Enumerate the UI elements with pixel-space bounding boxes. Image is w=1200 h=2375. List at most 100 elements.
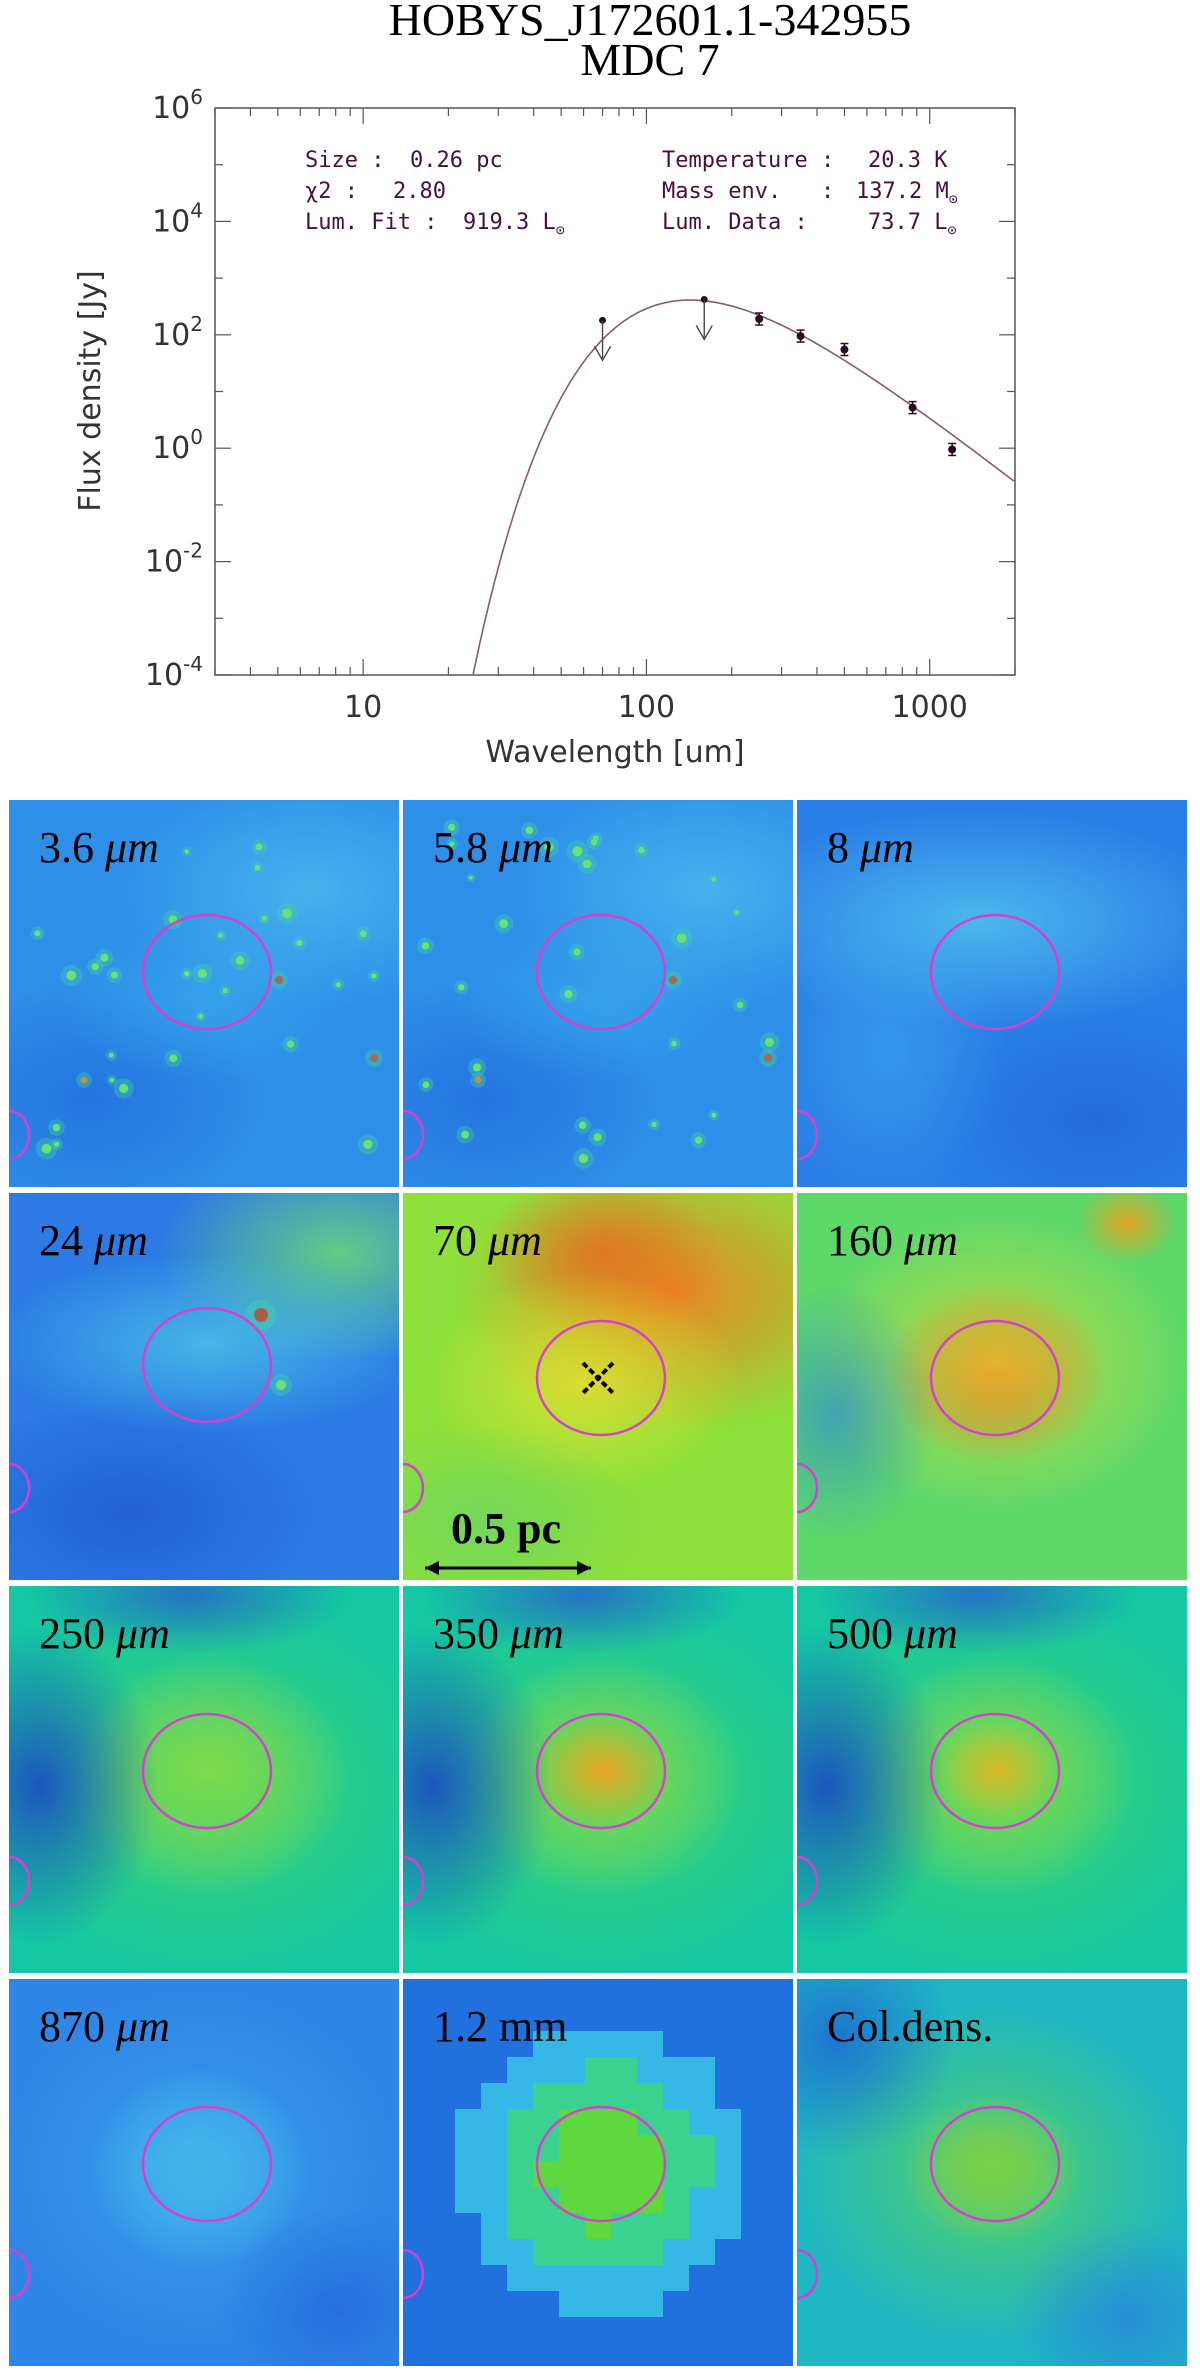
pixel-block — [481, 1979, 507, 2005]
point-source — [593, 1133, 602, 1142]
pixel-block — [559, 2213, 585, 2239]
point-source — [448, 823, 456, 831]
point-source-halo — [270, 971, 288, 989]
image-panel: 250 μm — [9, 1586, 399, 1973]
emission-region — [9, 1253, 399, 1433]
panel-image — [9, 800, 399, 1187]
point-source-halo — [356, 926, 371, 942]
pixel-block — [403, 2291, 429, 2317]
pixel-block — [611, 2265, 637, 2291]
point-source-halo — [759, 1032, 780, 1053]
point-source — [572, 846, 583, 857]
point-source — [80, 1076, 88, 1084]
pixel-block — [403, 2005, 429, 2031]
point-source — [66, 970, 77, 981]
source-ellipse — [535, 913, 667, 1031]
point-source-halo — [113, 1078, 134, 1099]
pixel-block — [663, 2317, 689, 2343]
beam-ellipse — [797, 1109, 819, 1161]
point-source-halo — [470, 1072, 486, 1088]
pixel-block — [663, 2239, 689, 2265]
pixel-block — [533, 2057, 559, 2083]
point-source — [711, 1112, 717, 1118]
pixel-block — [689, 1979, 715, 2005]
emission-region — [423, 1586, 743, 1656]
point-source — [578, 1121, 587, 1130]
pixel-block — [585, 2005, 611, 2031]
point-source-halo — [417, 937, 434, 955]
x-tick-label: 100 — [618, 690, 675, 725]
point-source — [254, 864, 261, 871]
point-source — [499, 919, 508, 928]
image-panel: 70 μm 0.5 pc — [403, 1193, 793, 1580]
y-axis-tick-labels: 10-4 10-2 100 102 104 106 — [145, 85, 203, 693]
pixel-block — [689, 2213, 715, 2239]
emission-region — [1007, 2219, 1187, 2366]
point-source-halo — [76, 1072, 92, 1088]
pixel-block — [611, 2083, 637, 2109]
point-source-halo — [708, 1109, 720, 1121]
emission-region — [9, 1393, 329, 1580]
pixel-block — [637, 2239, 663, 2265]
pixel-block — [741, 2109, 767, 2135]
pixel-block — [663, 2161, 689, 2187]
pixel-block — [585, 1979, 611, 2005]
pixel-block — [455, 2291, 481, 2317]
pixel-block — [429, 2083, 455, 2109]
pixel-block — [715, 2083, 741, 2109]
measurement-point — [840, 345, 849, 354]
emission-region — [937, 1721, 1057, 1821]
point-source-halo — [195, 1011, 206, 1022]
pixel-block — [403, 2239, 429, 2265]
pixel-block — [741, 2083, 767, 2109]
pixel-block — [585, 2083, 611, 2109]
point-source-halo — [568, 944, 585, 960]
panel-label-value: 160 — [827, 1216, 893, 1265]
pixel-block — [689, 2083, 715, 2109]
pixel-block — [767, 1979, 793, 2005]
panel-image — [403, 1193, 793, 1580]
pixel-block — [403, 2057, 429, 2083]
beam-ellipse — [403, 1855, 425, 1907]
model-fit-curve — [472, 299, 1015, 675]
pixel-block — [429, 2213, 455, 2239]
panel-label-value: 500 — [827, 1609, 893, 1658]
panel-label-unit: μm — [105, 2002, 170, 2051]
pixel-block — [585, 2135, 611, 2161]
beam-ellipse — [9, 1109, 31, 1161]
point-source — [198, 969, 208, 979]
emission-region — [403, 1423, 643, 1580]
point-source-halo — [493, 914, 514, 934]
pixel-block — [429, 2265, 455, 2291]
panel-image — [797, 800, 1187, 1187]
pixel-block — [533, 2317, 559, 2343]
point-source — [764, 1037, 774, 1047]
point-source — [109, 1077, 115, 1083]
point-source — [100, 953, 109, 962]
pixel-block — [741, 2135, 767, 2161]
pixel-block — [429, 2005, 455, 2031]
pixel-block — [403, 2317, 429, 2343]
pixel-block — [663, 2031, 689, 2057]
point-source — [578, 1153, 589, 1164]
y-tick-label: 100 — [152, 425, 203, 466]
measurement-point — [796, 332, 805, 341]
point-source — [764, 1054, 772, 1062]
pixel-block — [663, 2213, 689, 2239]
source-ellipse — [141, 1306, 273, 1424]
pixel-block — [507, 2239, 533, 2265]
point-source-halo — [357, 1134, 379, 1155]
chart-title: HOBYS_J172601.1-342955 MDC 7 — [0, 0, 1200, 83]
pixel-block — [715, 2239, 741, 2265]
point-source — [275, 976, 283, 984]
pixel-block — [455, 2135, 481, 2161]
pixel-block — [611, 2135, 637, 2161]
pixel-block — [689, 2291, 715, 2317]
point-source-halo — [276, 902, 298, 925]
point-source-halo — [292, 936, 307, 950]
pixel-block — [663, 2265, 689, 2291]
point-source-halo — [690, 1132, 707, 1149]
pixel-block — [455, 2317, 481, 2343]
pixel-block — [741, 2031, 767, 2057]
point-source-halo — [573, 1148, 594, 1169]
